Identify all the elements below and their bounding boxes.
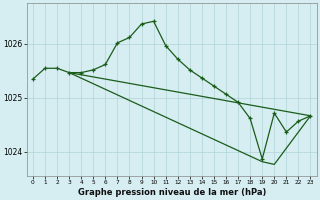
X-axis label: Graphe pression niveau de la mer (hPa): Graphe pression niveau de la mer (hPa) <box>77 188 266 197</box>
